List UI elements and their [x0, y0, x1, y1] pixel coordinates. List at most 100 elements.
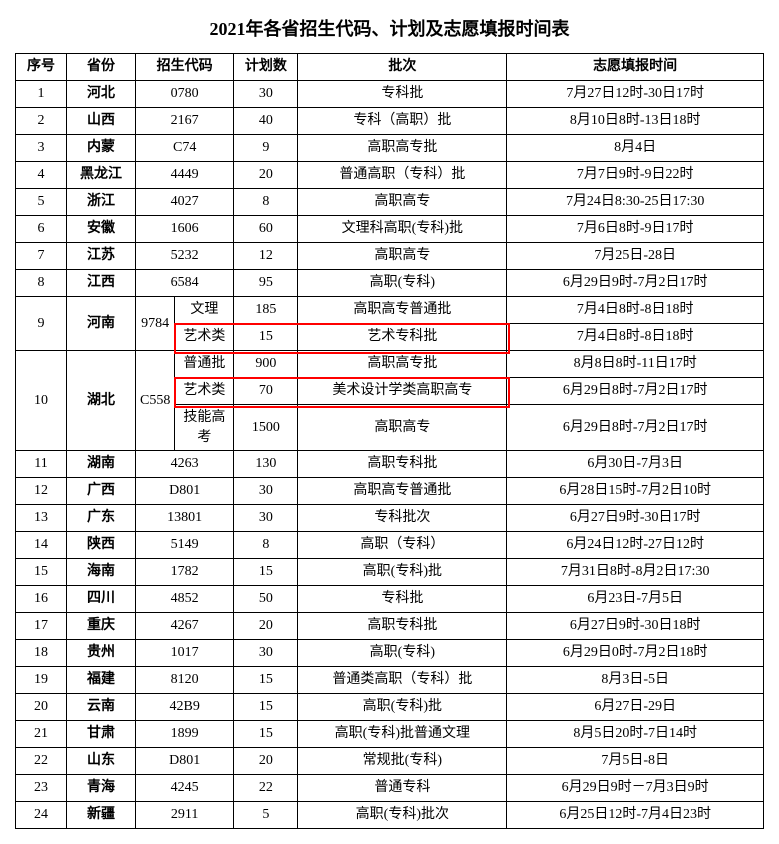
cell-plan: 5: [234, 802, 298, 829]
cell-time: 7月4日8时-8日18时: [507, 297, 764, 324]
cell-plan: 30: [234, 478, 298, 505]
cell-code: 9784: [136, 297, 175, 351]
cell-code: 42B9: [136, 694, 234, 721]
cell-batch: 专科批次: [298, 505, 507, 532]
cell-time: 6月29日8时-7月2日17时: [507, 378, 764, 405]
cell-plan: 50: [234, 586, 298, 613]
cell-prov: 江西: [67, 270, 136, 297]
cell-code: 5149: [136, 532, 234, 559]
cell-seq: 22: [16, 748, 67, 775]
cell-plan: 15: [234, 667, 298, 694]
cell-prov: 甘肃: [67, 721, 136, 748]
cell-prov: 内蒙: [67, 135, 136, 162]
cell-batch: 高职高专: [298, 405, 507, 451]
cell-seq: 24: [16, 802, 67, 829]
cell-plan: 15: [234, 559, 298, 586]
cell-batch: 高职专科批: [298, 613, 507, 640]
table-row: 2山西216740专科（高职）批8月10日8时-13日18时: [16, 108, 764, 135]
cell-batch: 常规批(专科): [298, 748, 507, 775]
cell-prov: 云南: [67, 694, 136, 721]
table-row: 5浙江40278高职高专7月24日8:30-25日17:30: [16, 189, 764, 216]
cell-seq: 5: [16, 189, 67, 216]
th-batch: 批次: [298, 54, 507, 81]
table-row: 3内蒙C749高职高专批8月4日: [16, 135, 764, 162]
cell-prov: 广西: [67, 478, 136, 505]
cell-batch: 美术设计学类高职高专: [298, 378, 507, 405]
cell-plan: 15: [234, 324, 298, 351]
table-row: 18贵州101730高职(专科)6月29日0时-7月2日18时: [16, 640, 764, 667]
cell-time: 6月25日12时-7月4日23时: [507, 802, 764, 829]
table-row: 10湖北C558普通批900高职高专批8月8日8时-11日17时: [16, 351, 764, 378]
cell-time: 8月3日-5日: [507, 667, 764, 694]
header-row: 序号 省份 招生代码 计划数 批次 志愿填报时间: [16, 54, 764, 81]
cell-plan: 22: [234, 775, 298, 802]
cell-seq: 23: [16, 775, 67, 802]
cell-time: 6月27日-29日: [507, 694, 764, 721]
cell-batch: 专科（高职）批: [298, 108, 507, 135]
table-row: 1河北078030专科批7月27日12时-30日17时: [16, 81, 764, 108]
cell-time: 7月6日8时-9日17时: [507, 216, 764, 243]
cell-code: 13801: [136, 505, 234, 532]
table-row: 23青海424522普通专科6月29日9时－7月3日9时: [16, 775, 764, 802]
th-time: 志愿填报时间: [507, 54, 764, 81]
cell-time: 7月27日12时-30日17时: [507, 81, 764, 108]
cell-prov: 河北: [67, 81, 136, 108]
cell-subtype: 艺术类: [175, 378, 234, 405]
table-row: 14陕西51498高职（专科）6月24日12时-27日12时: [16, 532, 764, 559]
cell-code: 1606: [136, 216, 234, 243]
cell-seq: 12: [16, 478, 67, 505]
cell-code: 0780: [136, 81, 234, 108]
cell-prov: 四川: [67, 586, 136, 613]
cell-seq: 1: [16, 81, 67, 108]
cell-prov: 陕西: [67, 532, 136, 559]
cell-seq: 6: [16, 216, 67, 243]
cell-seq: 15: [16, 559, 67, 586]
cell-plan: 1500: [234, 405, 298, 451]
cell-code: 1782: [136, 559, 234, 586]
cell-time: 7月25日-28日: [507, 243, 764, 270]
th-prov: 省份: [67, 54, 136, 81]
cell-seq: 11: [16, 451, 67, 478]
table-wrap: 2021年各省招生代码、计划及志愿填报时间表 序号 省份 招生代码 计划数 批次…: [15, 15, 764, 829]
cell-batch: 普通高职（专科）批: [298, 162, 507, 189]
cell-seq: 16: [16, 586, 67, 613]
cell-prov: 江苏: [67, 243, 136, 270]
cell-batch: 高职(专科)批普通文理: [298, 721, 507, 748]
cell-batch: 高职高专普通批: [298, 297, 507, 324]
cell-plan: 15: [234, 721, 298, 748]
cell-time: 7月4日8时-8日18时: [507, 324, 764, 351]
cell-batch: 专科批: [298, 586, 507, 613]
cell-prov: 浙江: [67, 189, 136, 216]
cell-prov: 山东: [67, 748, 136, 775]
cell-code: 4245: [136, 775, 234, 802]
table-row: 21甘肃189915高职(专科)批普通文理8月5日20时-7日14时: [16, 721, 764, 748]
cell-plan: 30: [234, 640, 298, 667]
cell-batch: 高职高专批: [298, 135, 507, 162]
cell-code: 1899: [136, 721, 234, 748]
cell-code: 4449: [136, 162, 234, 189]
table-row: 12广西D80130高职高专普通批6月28日15时-7月2日10时: [16, 478, 764, 505]
cell-batch: 高职(专科): [298, 640, 507, 667]
cell-subtype: 技能高考: [175, 405, 234, 451]
cell-plan: 900: [234, 351, 298, 378]
cell-batch: 艺术专科批: [298, 324, 507, 351]
cell-time: 8月8日8时-11日17时: [507, 351, 764, 378]
cell-prov: 贵州: [67, 640, 136, 667]
th-code: 招生代码: [136, 54, 234, 81]
cell-time: 7月31日8时-8月2日17:30: [507, 559, 764, 586]
table-row: 17重庆426720高职专科批6月27日9时-30日18时: [16, 613, 764, 640]
cell-time: 7月24日8:30-25日17:30: [507, 189, 764, 216]
cell-time: 7月7日9时-9日22时: [507, 162, 764, 189]
cell-plan: 130: [234, 451, 298, 478]
table-row: 6安徽160660文理科高职(专科)批7月6日8时-9日17时: [16, 216, 764, 243]
cell-plan: 8: [234, 532, 298, 559]
cell-prov: 广东: [67, 505, 136, 532]
cell-seq: 2: [16, 108, 67, 135]
cell-batch: 文理科高职(专科)批: [298, 216, 507, 243]
cell-prov: 海南: [67, 559, 136, 586]
cell-time: 6月27日9时-30日18时: [507, 613, 764, 640]
cell-time: 6月27日9时-30日17时: [507, 505, 764, 532]
cell-plan: 15: [234, 694, 298, 721]
cell-prov: 湖南: [67, 451, 136, 478]
cell-plan: 30: [234, 81, 298, 108]
